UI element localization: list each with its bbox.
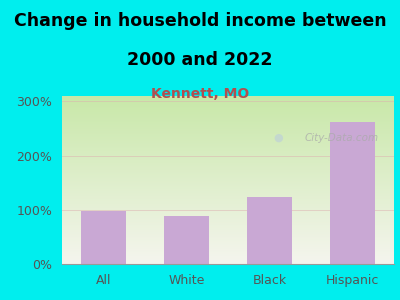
- Bar: [330, 122, 375, 264]
- Text: Change in household income between: Change in household income between: [14, 12, 386, 30]
- Text: Kennett, MO: Kennett, MO: [151, 87, 249, 101]
- Text: City-Data.com: City-Data.com: [304, 133, 378, 143]
- Bar: [247, 197, 292, 264]
- Bar: [164, 216, 209, 264]
- Bar: [81, 212, 126, 264]
- Text: ●: ●: [273, 132, 283, 142]
- Text: 2000 and 2022: 2000 and 2022: [127, 51, 273, 69]
